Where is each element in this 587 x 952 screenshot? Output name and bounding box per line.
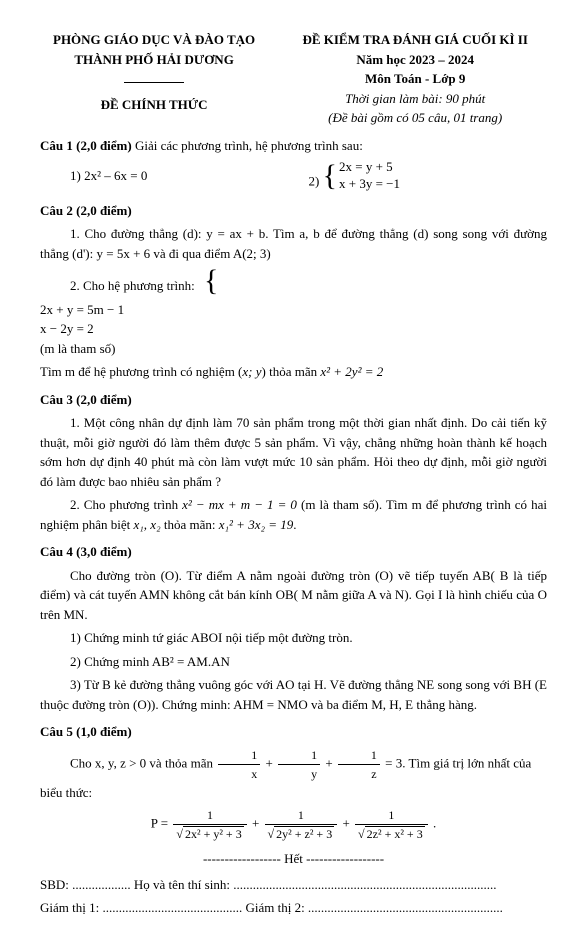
brace-icon: { [204,267,218,294]
q1-item2-label: 2) [309,173,323,188]
q3-p2g: . [293,517,296,532]
q5-P3d: √2z² + x² + 3 [355,825,428,843]
q2-p1: 1. Cho đường thẳng (d): y = ax + b. Tìm … [40,224,547,263]
q5-p1a: Cho x, y, z > 0 và thỏa mãn [70,755,216,770]
header-left: PHÒNG GIÁO DỤC VÀ ĐÀO TẠO THÀNH PHỐ HẢI … [40,30,268,128]
q2-p3: Tìm m để hệ phương trình có nghiệm (x; y… [40,362,547,382]
official-label: ĐỀ CHÍNH THỨC [40,95,268,115]
q5-f3d: z [338,765,380,783]
q2-p2-row: 2. Cho hệ phương trình: { [70,267,547,296]
q2-sys-line1: 2x + y = 5m − 1 [40,300,547,320]
school-year: Năm học 2023 – 2024 [283,50,547,70]
q5-title: Câu 5 (1,0 điểm) [40,722,547,742]
q5-P: P = 1√2x² + y² + 3 + 1√2y² + z² + 3 + 1√… [40,806,547,843]
q3-p2f: x₁² + 3x₂ = 19 [219,517,294,532]
q5-P2n: 1 [265,806,338,825]
q4-p1: Cho đường tròn (O). Từ điểm A nằm ngoài … [40,566,547,625]
q1-sys-line1: 2x = y + 5 [339,159,400,176]
q3-p2b: x² − mx + m − 1 = 0 [182,497,297,512]
dept-line2: THÀNH PHỐ HẢI DƯƠNG [40,50,268,70]
footer-gt: Giám thị 1: ............................… [40,898,547,918]
q2-p2a: 2. Cho hệ phương trình: [70,278,195,293]
q5-P1d: √2x² + y² + 3 [173,825,246,843]
q3-p2e: thỏa mãn: [161,517,219,532]
q5-f2d: y [278,765,320,783]
q1-text: Giải các phương trình, hệ phương trình s… [132,138,363,153]
duration: Thời gian làm bài: 90 phút [283,89,547,109]
q5-P-label: P = [151,816,168,831]
q1-item1-label: 1) [70,168,84,183]
q5-P3n: 1 [355,806,428,825]
q2-title: Câu 2 (2,0 điểm) [40,201,547,221]
q3-title: Câu 3 (2,0 điểm) [40,390,547,410]
q4-i2: 2) Chứng minh AB² = AM.AN [70,652,547,672]
q2-p2b: (m là tham số) [40,341,115,356]
header: PHÒNG GIÁO DỤC VÀ ĐÀO TẠO THÀNH PHỐ HẢI … [40,30,547,128]
q4-i3: 3) Từ B kẻ đường thẳng vuông góc với AO … [40,675,547,714]
q2-p3d: x² + 2y² = 2 [320,364,383,379]
q5-P1n: 1 [173,806,246,825]
q3-p2a: 2. Cho phương trình [70,497,182,512]
q1-heading: Câu 1 (2,0 điểm) Giải các phương trình, … [40,136,547,156]
q4-title: Câu 4 (3,0 điểm) [40,542,547,562]
q1-item2: 2) { 2x = y + 5 x + 3y = −1 [309,159,548,193]
q3-p2d: x₁, x₂ [134,517,161,532]
q1-title: Câu 1 (2,0 điểm) [40,138,132,153]
q5-f2n: 1 [278,746,320,765]
q2-p3c: ) thỏa mãn [262,364,321,379]
exam-title: ĐỀ KIỂM TRA ĐÁNH GIÁ CUỐI KÌ II [283,30,547,50]
q2-p3a: Tìm m để hệ phương trình có nghiệm ( [40,364,242,379]
q5-f1n: 1 [218,746,260,765]
header-right: ĐỀ KIỂM TRA ĐÁNH GIÁ CUỐI KÌ II Năm học … [283,30,547,128]
q5-p1: Cho x, y, z > 0 và thỏa mãn 1x + 1y + 1z… [40,746,547,803]
page-info: (Đề bài gồm có 05 câu, 01 trang) [283,108,547,128]
footer-sbd: SBD: .................. Họ và tên thí si… [40,875,547,895]
q5-f1d: x [218,765,260,783]
q5-P2d: √2y² + z² + 3 [265,825,338,843]
subject-grade: Môn Toán - Lớp 9 [283,69,547,89]
q2-p3b: x; y [242,364,261,379]
q5-f3n: 1 [338,746,380,765]
q3-p1: 1. Một công nhân dự định làm 70 sản phẩm… [40,413,547,491]
q1-item1-eq: 2x² – 6x = 0 [84,168,147,183]
q2-sys-line2: x − 2y = 2 [40,319,547,339]
q4-i1: 1) Chứng minh tứ giác ABOI nội tiếp một … [70,628,547,648]
underline-left [40,69,268,89]
q1-item1: 1) 2x² – 6x = 0 [70,166,309,186]
q1-sys-line2: x + 3y = −1 [339,176,400,193]
end-marker: ------------------ Hết -----------------… [40,849,547,869]
brace-icon: { [323,162,337,189]
q5-eq3: = 3. [385,755,405,770]
q1-items: 1) 2x² – 6x = 0 2) { 2x = y + 5 x + 3y =… [70,159,547,193]
q3-p2: 2. Cho phương trình x² − mx + m − 1 = 0 … [40,495,547,534]
dept-line1: PHÒNG GIÁO DỤC VÀ ĐÀO TẠO [40,30,268,50]
